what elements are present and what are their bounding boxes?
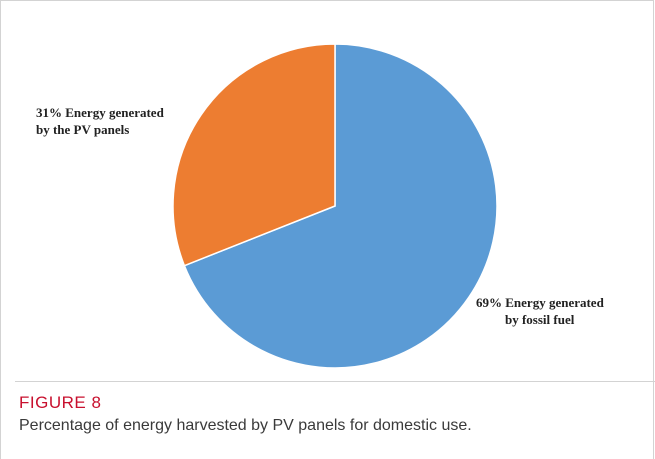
pie-slice-1 bbox=[172, 43, 336, 267]
figure-number: FIGURE 8 bbox=[19, 393, 102, 412]
slice-label-fossil: 69% Energy generated by fossil fuel bbox=[476, 295, 607, 327]
pie-slice-0 bbox=[183, 43, 498, 369]
figure-caption: Percentage of energy harvested by PV pan… bbox=[19, 417, 472, 434]
slice-label-pv: 31% Energy generated by the PV panels bbox=[36, 105, 167, 137]
caption-divider bbox=[15, 381, 655, 382]
pie-chart: 31% Energy generated by the PV panels 69… bbox=[36, 43, 607, 369]
pie-slices bbox=[172, 43, 498, 369]
